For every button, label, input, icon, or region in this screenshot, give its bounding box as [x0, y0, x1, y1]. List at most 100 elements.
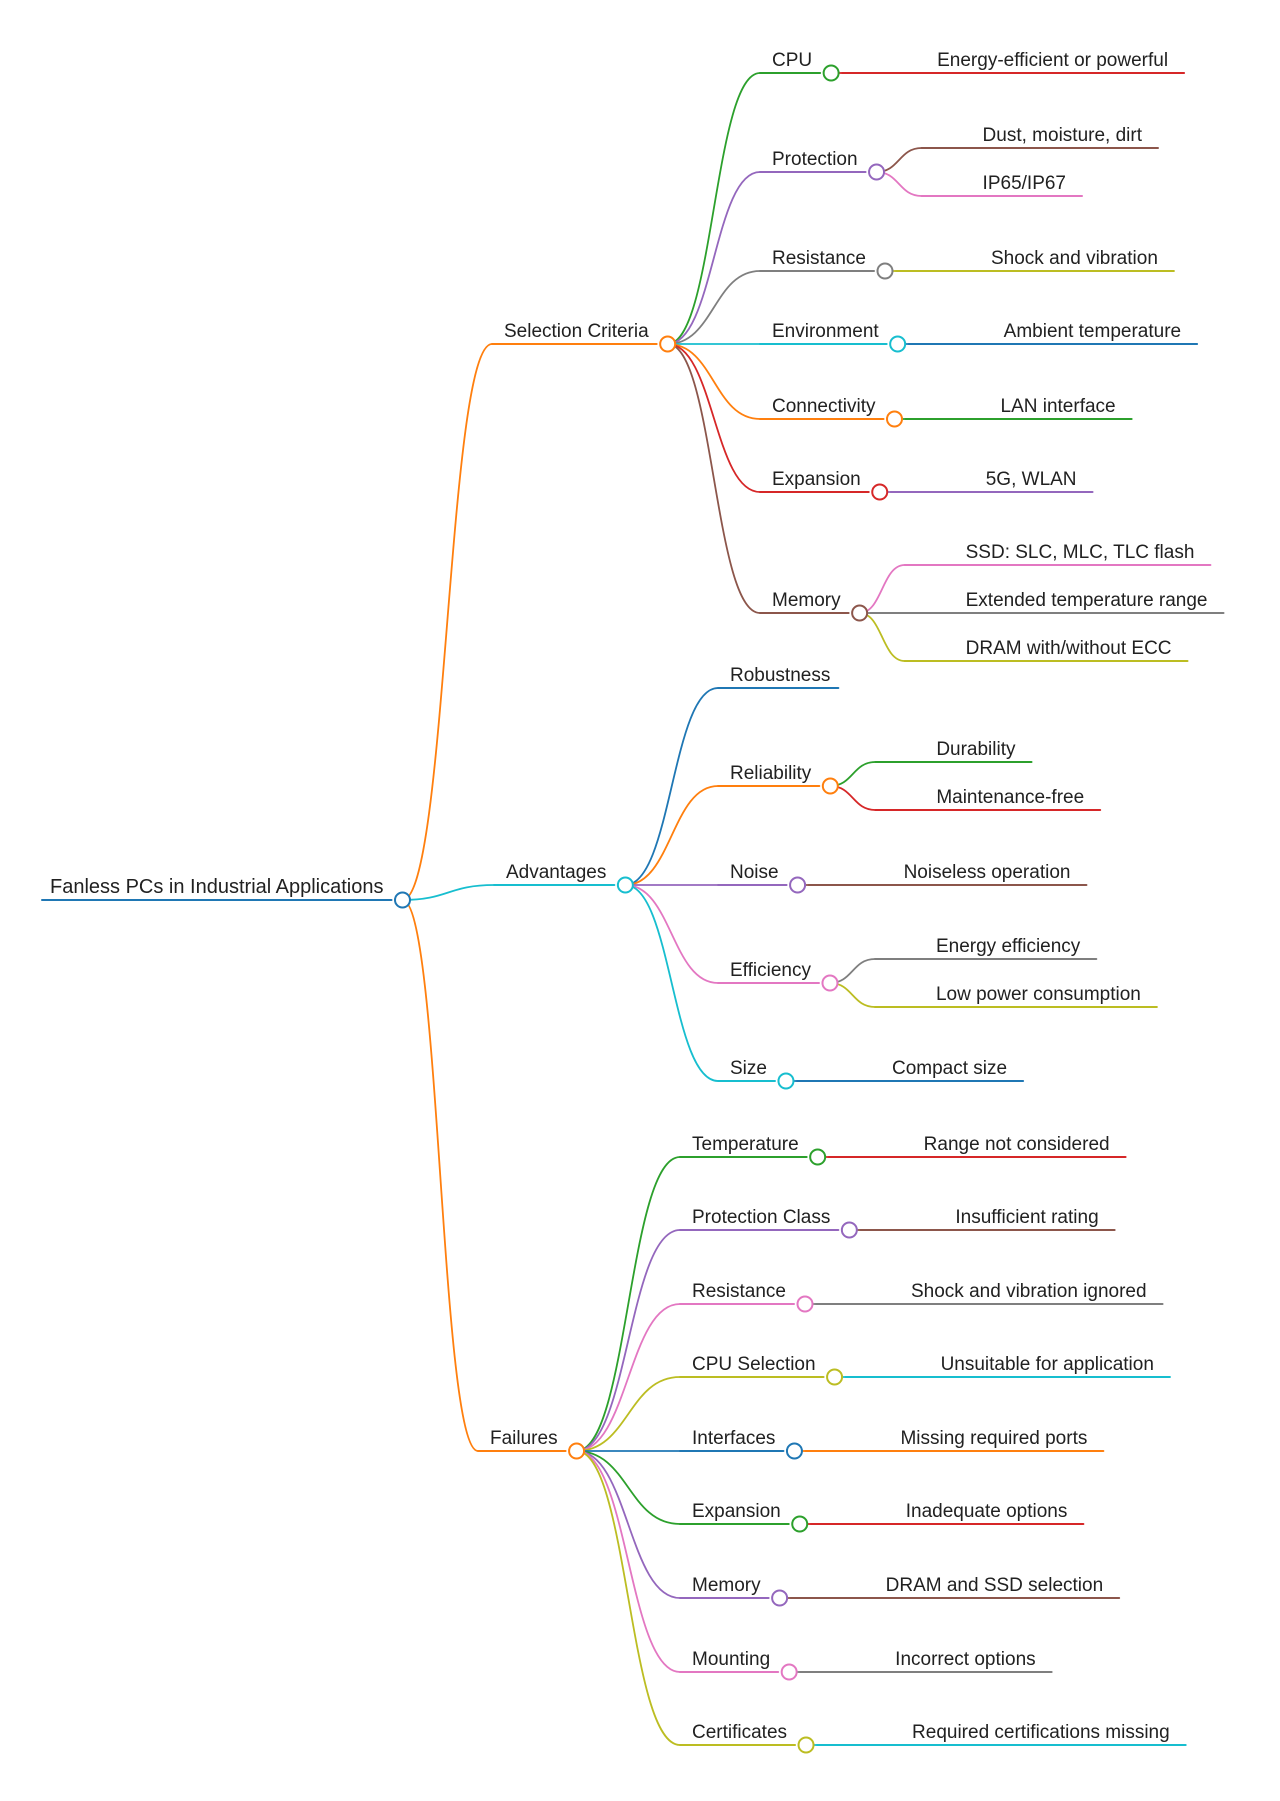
- node-label-dram-and-ssd-selection: DRAM and SSD selection: [886, 1575, 1104, 1596]
- node-label-interfaces: Interfaces: [692, 1428, 775, 1449]
- branch-link-selection-criteria: [402, 343, 493, 901]
- node-toggle-expansion[interactable]: [791, 1515, 809, 1533]
- branch-link-ssd-slc-mlc-tlc-flash: [859, 564, 905, 614]
- node-label-cpu: CPU: [772, 50, 812, 71]
- node-toggle-protection[interactable]: [868, 163, 886, 181]
- node-toggle-resistance[interactable]: [796, 1295, 814, 1313]
- node-label-unsuitable-for-application: Unsuitable for application: [941, 1354, 1154, 1375]
- node-toggle-memory[interactable]: [851, 604, 869, 622]
- node-label-reliability: Reliability: [730, 763, 812, 784]
- node-label-memory: Memory: [692, 1575, 761, 1596]
- node-toggle-temperature[interactable]: [809, 1148, 827, 1166]
- underlines-layer: [41, 72, 1225, 1746]
- node-toggle-reliability[interactable]: [821, 777, 839, 795]
- branch-link-expansion: [667, 343, 761, 493]
- node-label-dram-with-without-ecc: DRAM with/without ECC: [966, 638, 1172, 659]
- node-label-ip65-ip67: IP65/IP67: [983, 173, 1066, 194]
- node-toggle-failures[interactable]: [568, 1442, 586, 1460]
- node-label-mounting: Mounting: [692, 1649, 770, 1670]
- branch-link-mounting: [576, 1450, 681, 1673]
- node-label-certificates: Certificates: [692, 1722, 787, 1743]
- node-toggle-mounting[interactable]: [780, 1663, 798, 1681]
- node-label-efficiency: Efficiency: [730, 960, 811, 981]
- node-label-shock-and-vibration-ignored: Shock and vibration ignored: [911, 1281, 1147, 1302]
- node-label-range-not-considered: Range not considered: [924, 1134, 1110, 1155]
- node-label-low-power-consumption: Low power consumption: [936, 984, 1141, 1005]
- labels-layer: Fanless PCs in Industrial Applications Se…: [50, 50, 1208, 1743]
- node-label-selection-criteria: Selection Criteria: [504, 321, 649, 342]
- node-label-robustness: Robustness: [730, 665, 830, 686]
- node-label-protection: Protection: [772, 149, 858, 170]
- node-toggle-interfaces[interactable]: [785, 1442, 803, 1460]
- branch-link-size: [625, 884, 719, 1082]
- node-label-temperature: Temperature: [692, 1134, 799, 1155]
- node-label-energy-efficient-or-powerful: Energy-efficient or powerful: [937, 50, 1168, 71]
- node-label-lan-interface: LAN interface: [1001, 396, 1116, 417]
- node-label-compact-size: Compact size: [892, 1058, 1007, 1079]
- node-label-environment: Environment: [772, 321, 879, 342]
- node-toggle-noise[interactable]: [789, 876, 807, 894]
- node-toggle-size[interactable]: [777, 1072, 795, 1090]
- branch-link-efficiency: [625, 884, 719, 984]
- branch-link-protection-class: [576, 1229, 681, 1452]
- node-toggle-efficiency[interactable]: [821, 974, 839, 992]
- branch-link-connectivity: [667, 343, 761, 420]
- branch-link-memory: [576, 1450, 681, 1599]
- node-label-expansion: Expansion: [692, 1501, 781, 1522]
- node-label-cpu-selection: CPU Selection: [692, 1354, 816, 1375]
- node-label-shock-and-vibration: Shock and vibration: [991, 248, 1158, 269]
- branch-link-resistance: [576, 1303, 681, 1452]
- node-label-ambient-temperature: Ambient temperature: [1004, 321, 1181, 342]
- node-label-extended-temperature-range: Extended temperature range: [966, 590, 1208, 611]
- node-label-durability: Durability: [936, 739, 1016, 760]
- node-label-noiseless-operation: Noiseless operation: [904, 862, 1071, 883]
- node-toggle-advantages[interactable]: [616, 876, 634, 894]
- node-label-required-certifications-missing: Required certifications missing: [912, 1722, 1170, 1743]
- branch-link-resistance: [667, 270, 761, 345]
- branch-link-temperature: [576, 1156, 681, 1452]
- node-label-fanless-pcs-in-industrial-applications: Fanless PCs in Industrial Applications: [50, 876, 384, 898]
- node-toggle-cpu-selection[interactable]: [826, 1368, 844, 1386]
- node-toggle-environment[interactable]: [889, 335, 907, 353]
- node-toggle-resistance[interactable]: [876, 262, 894, 280]
- node-toggle-connectivity[interactable]: [886, 410, 903, 428]
- node-toggle-fanless-pcs-in-industrial-applications[interactable]: [394, 891, 411, 909]
- branch-link-reliability: [625, 785, 719, 886]
- node-label-missing-required-ports: Missing required ports: [900, 1428, 1087, 1449]
- branch-link-advantages: [402, 884, 495, 901]
- node-label-maintenance-free: Maintenance-free: [936, 787, 1084, 808]
- node-toggle-protection-class[interactable]: [840, 1221, 858, 1239]
- branch-link-cpu-selection: [576, 1376, 681, 1452]
- node-label-resistance: Resistance: [772, 248, 866, 269]
- branch-link-failures: [402, 899, 479, 1452]
- node-label-incorrect-options: Incorrect options: [895, 1649, 1035, 1670]
- node-label-expansion: Expansion: [772, 469, 861, 490]
- branch-link-robustness: [625, 687, 719, 886]
- branch-link-protection: [667, 171, 761, 345]
- node-toggle-memory[interactable]: [771, 1589, 789, 1607]
- node-label-inadequate-options: Inadequate options: [906, 1501, 1068, 1522]
- node-label-ssd-slc-mlc-tlc-flash: SSD: SLC, MLC, TLC flash: [966, 542, 1195, 563]
- node-label-memory: Memory: [772, 590, 841, 611]
- node-label-insufficient-rating: Insufficient rating: [955, 1207, 1098, 1228]
- node-label-resistance: Resistance: [692, 1281, 786, 1302]
- branch-link-certificates: [576, 1450, 681, 1746]
- node-label-5g-wlan: 5G, WLAN: [986, 469, 1077, 490]
- branch-link-memory: [667, 343, 761, 614]
- branch-link-dram-with-without-ecc: [859, 612, 905, 662]
- node-label-failures: Failures: [490, 1428, 558, 1449]
- node-label-energy-efficiency: Energy efficiency: [936, 936, 1081, 957]
- node-toggle-selection-criteria[interactable]: [659, 335, 677, 353]
- node-label-dust-moisture-dirt: Dust, moisture, dirt: [983, 125, 1143, 146]
- node-label-noise: Noise: [730, 862, 779, 883]
- node-label-protection-class: Protection Class: [692, 1207, 830, 1228]
- node-toggle-expansion[interactable]: [871, 483, 889, 501]
- node-label-size: Size: [730, 1058, 767, 1079]
- node-toggle-cpu[interactable]: [822, 64, 840, 82]
- node-label-advantages: Advantages: [506, 862, 606, 883]
- branch-link-expansion: [576, 1450, 681, 1525]
- node-toggle-certificates[interactable]: [797, 1736, 815, 1754]
- node-label-connectivity: Connectivity: [772, 396, 876, 417]
